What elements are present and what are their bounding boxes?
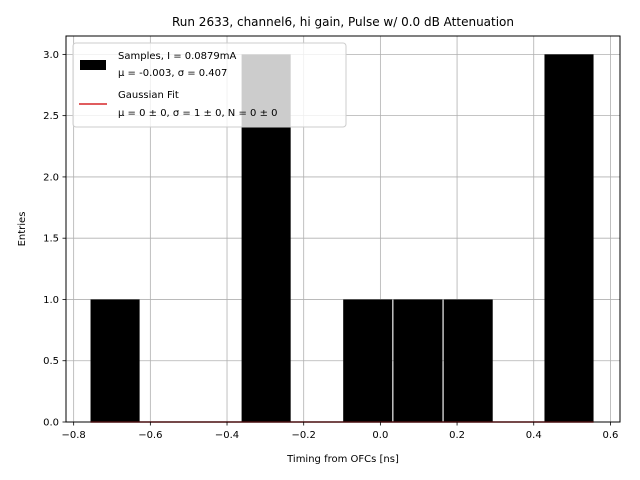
- histogram-bar: [90, 299, 140, 422]
- y-axis-ticks: 0.0 0.5 1.0 1.5 2.0 2.5 3.0: [43, 50, 66, 429]
- plot-frame: [65, 35, 621, 423]
- y-tick-label: 2.0: [43, 172, 59, 183]
- histogram-bar: [343, 299, 393, 422]
- histogram-bar: [544, 54, 594, 422]
- x-tick-label: −0.2: [292, 430, 316, 441]
- legend-samples-stats: μ = -0.003, σ = 0.407: [118, 68, 227, 79]
- legend-samples-label: Samples, I = 0.0879mA: [118, 51, 236, 62]
- x-tick-label: −0.4: [215, 430, 239, 441]
- y-tick-label: 1.5: [43, 234, 59, 245]
- chart-title: Run 2633, channel6, hi gain, Pulse w/ 0.…: [172, 15, 514, 29]
- y-tick-label: 0.5: [43, 356, 59, 367]
- x-axis-label: Timing from OFCs [ns]: [286, 454, 399, 465]
- histogram-bar: [443, 299, 493, 422]
- x-axis-ticks: −0.8 −0.6 −0.4 −0.2 0.0 0.2 0.4 0.6: [62, 422, 618, 441]
- y-tick-label: 3.0: [43, 50, 59, 61]
- x-tick-label: 0.6: [602, 430, 618, 441]
- legend-box: [72, 42, 347, 128]
- x-tick-label: −0.6: [138, 430, 162, 441]
- histogram-bar: [393, 299, 443, 422]
- legend-fit-stats: μ = 0 ± 0, σ = 1 ± 0, N = 0 ± 0: [118, 108, 278, 119]
- legend: Samples, I = 0.0879mA μ = -0.003, σ = 0.…: [72, 42, 347, 128]
- x-tick-label: 0.2: [449, 430, 465, 441]
- y-tick-label: 0.0: [43, 418, 59, 429]
- x-tick-label: 0.0: [372, 430, 388, 441]
- y-tick-label: 2.5: [43, 111, 59, 122]
- legend-fit-label: Gaussian Fit: [118, 90, 179, 101]
- legend-samples-swatch: [80, 60, 106, 70]
- x-tick-label: −0.8: [62, 430, 86, 441]
- y-axis-label: Entries: [17, 212, 28, 247]
- x-tick-label: 0.4: [526, 430, 542, 441]
- y-tick-label: 1.0: [43, 295, 59, 306]
